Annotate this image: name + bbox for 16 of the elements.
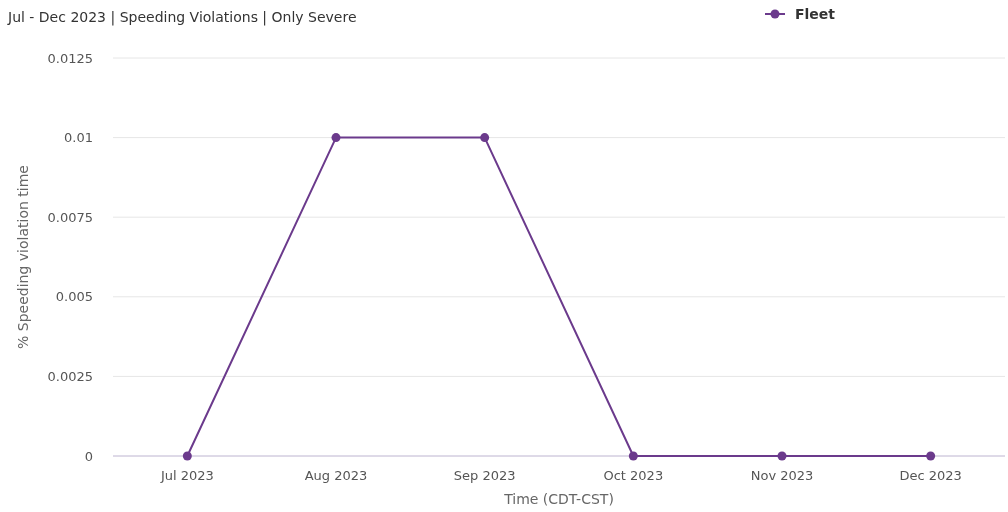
legend-label: Fleet <box>795 5 836 22</box>
y-tick-label: 0.01 <box>64 130 93 146</box>
chart-title: Jul - Dec 2023 | Speeding Violations | Only Severe <box>7 9 357 26</box>
x-axis-title: Time (CDT-CST) <box>503 491 614 507</box>
y-tick-label: 0.005 <box>55 289 93 305</box>
x-tick-label: Aug 2023 <box>304 468 368 483</box>
x-tick-label: Nov 2023 <box>750 468 814 483</box>
y-tick-label: 0 <box>84 448 93 464</box>
x-tick-label: Sep 2023 <box>453 468 516 483</box>
y-axis-title: % Speeding violation time <box>15 165 31 349</box>
y-tick-label: 0.0075 <box>47 209 93 225</box>
y-tick-label: 0.0025 <box>47 368 93 384</box>
x-tick-label: Jul 2023 <box>159 468 214 483</box>
x-tick-label: Dec 2023 <box>899 468 962 483</box>
y-tick-label: 0.0125 <box>47 50 93 66</box>
x-tick-label: Oct 2023 <box>603 468 664 483</box>
